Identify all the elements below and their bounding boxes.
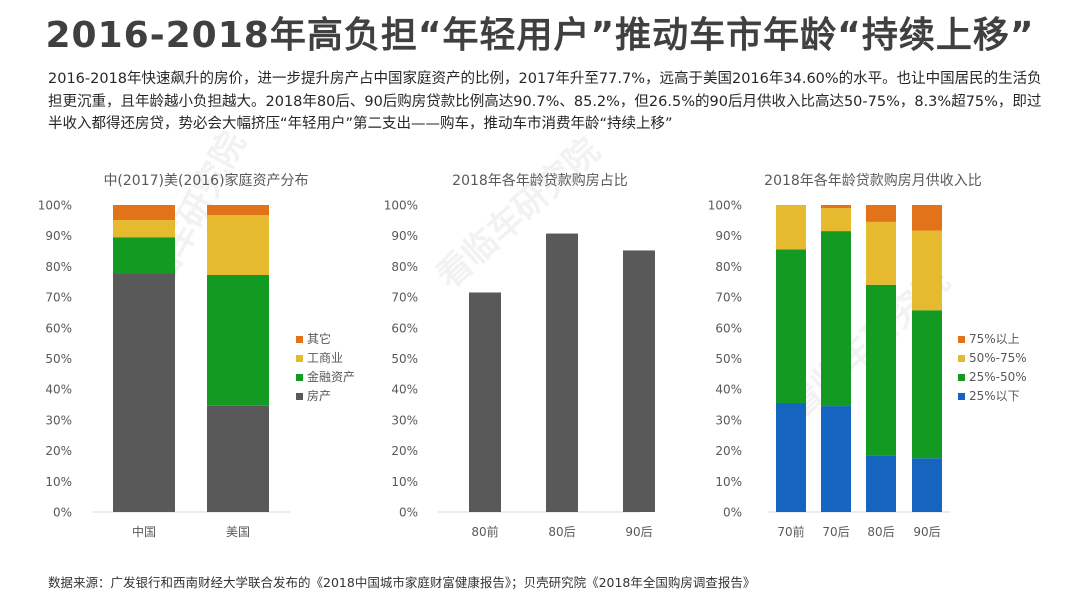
y-tick-label: 70% <box>715 291 742 305</box>
bar-segment <box>546 233 578 512</box>
bar-segment <box>821 205 851 209</box>
legend-label: 50%-75% <box>969 351 1027 365</box>
y-tick-label: 0% <box>53 506 72 520</box>
legend-swatch <box>958 355 965 362</box>
legend-label: 75%以上 <box>969 332 1020 346</box>
page-title: 2016-2018年高负担“年轻用户”推动车市年龄“持续上移” <box>45 15 1035 56</box>
bar-segment <box>113 205 175 221</box>
y-tick-label: 100% <box>38 199 72 213</box>
y-tick-label: 30% <box>715 413 742 427</box>
x-tick-label: 80后 <box>548 525 575 539</box>
y-tick-label: 50% <box>715 352 742 366</box>
y-tick-label: 60% <box>391 321 418 335</box>
y-tick-label: 40% <box>391 383 418 397</box>
bar-segment <box>866 455 896 512</box>
y-tick-label: 40% <box>715 383 742 397</box>
x-tick-label: 美国 <box>226 525 250 539</box>
x-tick-label: 70后 <box>822 525 849 539</box>
description-text: 2016-2018年快速飙升的房价，进一步提升房产占中国家庭资产的比例，2017… <box>48 71 1042 132</box>
y-tick-label: 50% <box>391 352 418 366</box>
y-tick-label: 90% <box>391 229 418 243</box>
bar-segment <box>776 403 806 512</box>
legend-label: 25%以下 <box>969 389 1020 403</box>
y-tick-label: 90% <box>715 229 742 243</box>
chart-title: 中(2017)美(2016)家庭资产分布 <box>103 172 308 189</box>
y-tick-label: 10% <box>45 475 72 489</box>
bar-segment <box>113 220 175 238</box>
payment-income-ratio-chart: 2018年各年龄贷款购房月供收入比 0% 10% 20% 30% 40% 50% 60% 70%… <box>708 173 1027 539</box>
legend-swatch <box>296 374 303 381</box>
y-tick-label: 0% <box>399 506 418 520</box>
legend-swatch <box>958 374 965 381</box>
x-tick-label: 80前 <box>471 524 498 539</box>
y-tick-label: 90% <box>45 229 72 243</box>
legend-label: 工商业 <box>307 350 343 365</box>
bar-segment <box>776 205 806 250</box>
y-tick-label: 60% <box>715 321 742 335</box>
legend-label: 其它 <box>307 331 331 346</box>
y-tick-label: 100% <box>384 199 418 213</box>
y-tick-label: 80% <box>45 260 72 274</box>
y-tick-label: 30% <box>391 413 418 427</box>
x-tick-label: 80后 <box>867 525 894 539</box>
y-tick-label: 30% <box>45 413 72 427</box>
y-tick-label: 50% <box>45 352 72 366</box>
y-tick-label: 70% <box>45 291 72 305</box>
mortgage-share-chart: 2018年各年龄贷款购房占比 0% 10% 20% 30% 40% 50% 60% 70% 80%… <box>384 173 655 539</box>
legend-label: 金融资产 <box>307 369 355 384</box>
x-tick-label: 90后 <box>625 525 652 539</box>
y-tick-label: 70% <box>391 291 418 305</box>
watermark-text: 看临车研究院 <box>429 130 607 296</box>
x-tick-label: 70前 <box>777 524 804 539</box>
bar-segment <box>821 406 851 512</box>
y-tick-label: 10% <box>715 475 742 489</box>
y-tick-label: 40% <box>45 383 72 397</box>
y-tick-label: 0% <box>723 506 742 520</box>
y-tick-label: 80% <box>391 260 418 274</box>
bar-segment <box>866 205 896 222</box>
y-tick-label: 20% <box>391 444 418 458</box>
bar-segment <box>776 249 806 404</box>
bar-segment <box>207 274 269 406</box>
bar-segment <box>207 205 269 216</box>
bar-segment <box>113 273 175 512</box>
bar-segment <box>623 250 655 512</box>
bar-segment <box>912 310 942 459</box>
y-tick-label: 20% <box>715 444 742 458</box>
y-tick-label: 60% <box>45 321 72 335</box>
y-tick-label: 20% <box>45 444 72 458</box>
bar-segment <box>207 405 269 512</box>
legend-swatch <box>296 393 303 400</box>
bar-segment <box>866 221 896 285</box>
bar-segment <box>866 284 896 456</box>
x-tick-label: 中国 <box>132 524 156 539</box>
legend-swatch <box>958 336 965 343</box>
x-tick-label: 90后 <box>913 525 940 539</box>
y-tick-label: 80% <box>715 260 742 274</box>
bar-segment <box>113 237 175 274</box>
household-asset-chart: 中(2017)美(2016)家庭资产分布 0% 10% 20% 30% 40% 50% 60%… <box>38 172 355 539</box>
bar-segment <box>912 205 942 231</box>
bar-segment <box>207 215 269 275</box>
legend-swatch <box>296 336 303 343</box>
bar-segment <box>821 231 851 407</box>
y-tick-label: 10% <box>391 475 418 489</box>
chart-title: 2018年各年龄贷款购房月供收入比 <box>764 173 982 189</box>
legend-swatch <box>958 393 965 400</box>
legend-swatch <box>296 355 303 362</box>
bar-segment <box>912 458 942 512</box>
bar-segment <box>912 230 942 311</box>
bar-segment <box>821 208 851 232</box>
data-source-note: 数据来源：广发银行和西南财经大学联合发布的《2018中国城市家庭财富健康报告》；… <box>48 575 756 590</box>
bar-segment <box>469 292 501 512</box>
y-tick-label: 100% <box>708 199 742 213</box>
chart-title: 2018年各年龄贷款购房占比 <box>452 173 628 189</box>
legend-label: 25%-50% <box>969 370 1027 384</box>
legend-label: 房产 <box>307 388 331 403</box>
